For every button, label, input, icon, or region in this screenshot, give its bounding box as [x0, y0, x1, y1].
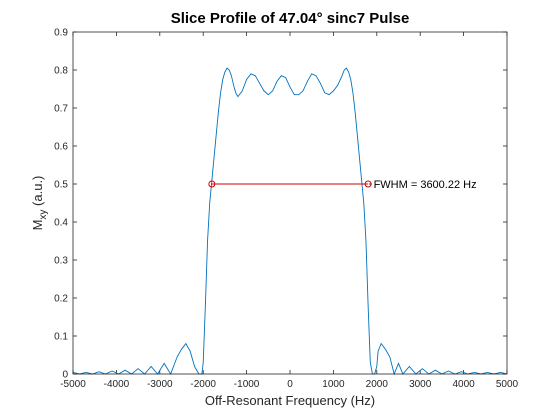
- x-axis-ticks: -5000 -4000 -3000 -2000 -1000 0 1000 2000 3000 40…: [60, 32, 519, 390]
- x-tick-label: -2000: [190, 379, 216, 390]
- y-axis-ticks: 0 0.1 0.2 0.3 0.4 0.5 0.6 0.7 0.8 0.9: [54, 28, 507, 381]
- y-tick-label: 0: [62, 370, 68, 381]
- slice-profile-line: [72, 67, 508, 376]
- y-axis-label-unit: (a.u.): [30, 176, 45, 210]
- y-axis-label-sub: xy: [38, 210, 49, 220]
- x-tick-label: 3000: [409, 379, 432, 390]
- y-tick-label: 0.8: [54, 66, 68, 77]
- y-tick-label: 0.5: [54, 180, 68, 191]
- y-tick-label: 0.9: [54, 28, 68, 39]
- x-tick-label: -4000: [104, 379, 130, 390]
- fwhm-marker-left: [208, 180, 216, 188]
- y-tick-label: 0.7: [54, 104, 68, 115]
- y-tick-label: 0.3: [54, 256, 68, 267]
- y-axis-label: Mxy (a.u.): [30, 176, 49, 231]
- x-axis-label: Off-Resonant Frequency (Hz): [205, 393, 375, 408]
- y-tick-label: 0.6: [54, 142, 68, 153]
- x-tick-label: 2000: [366, 379, 389, 390]
- chart-title: Slice Profile of 47.04° sinc7 Pulse: [171, 10, 410, 27]
- y-tick-label: 0.1: [54, 332, 68, 343]
- x-tick-label: 0: [287, 379, 293, 390]
- x-tick-label: -3000: [147, 379, 173, 390]
- y-tick-label: 0.4: [54, 218, 68, 229]
- y-axis-label-main: M: [30, 220, 45, 231]
- y-tick-label: 0.2: [54, 294, 68, 305]
- plot-area: [73, 32, 507, 374]
- x-tick-label: 1000: [322, 379, 345, 390]
- fwhm-annotation: FWHM = 3600.22 Hz: [374, 179, 477, 191]
- x-tick-label: 5000: [496, 379, 519, 390]
- x-tick-label: -1000: [234, 379, 260, 390]
- plot-box: [72, 31, 508, 375]
- x-tick-label: -5000: [60, 379, 86, 390]
- x-tick-label: 4000: [452, 379, 475, 390]
